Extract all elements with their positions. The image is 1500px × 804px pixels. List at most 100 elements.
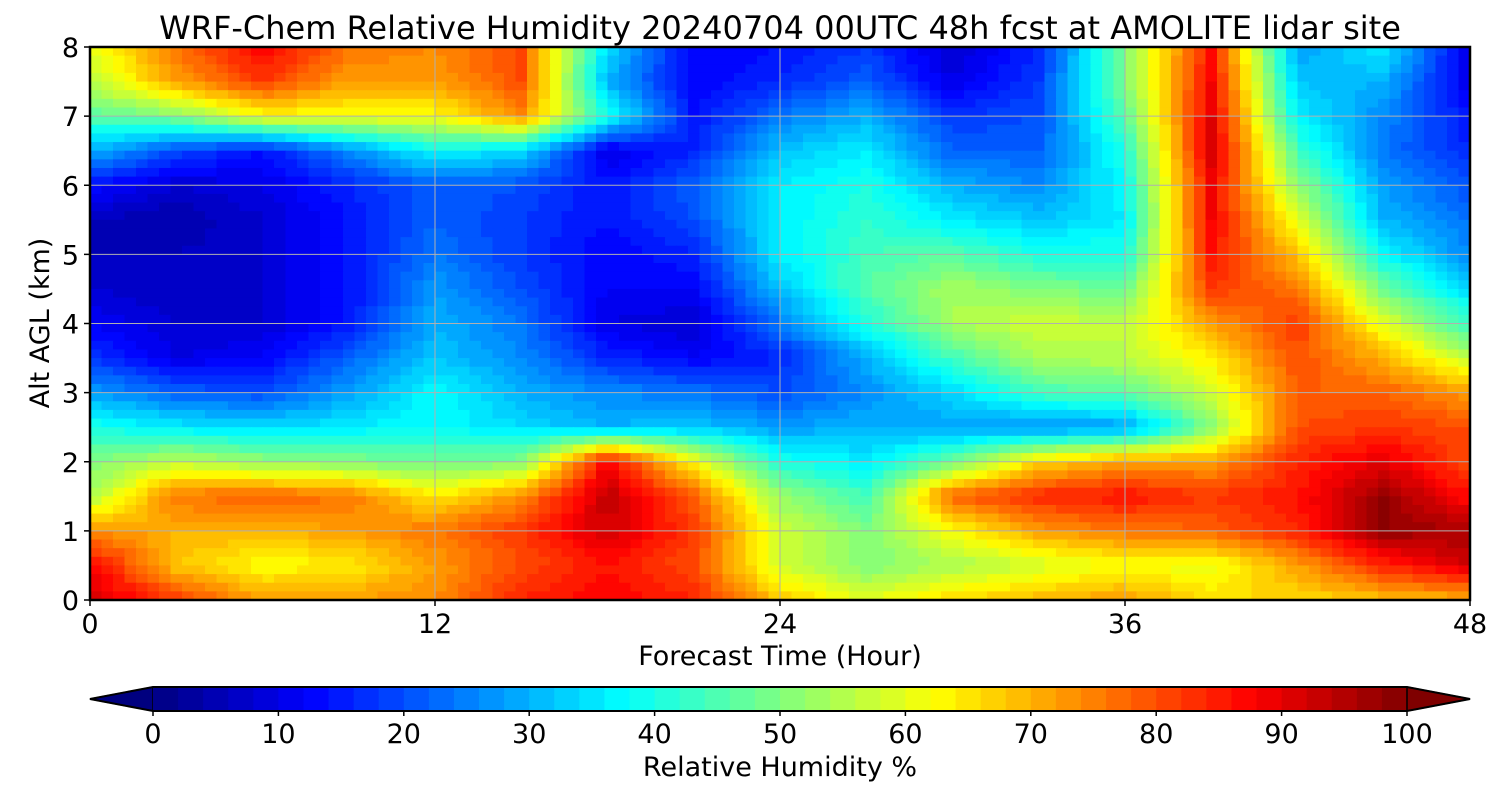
heatmap-cell (1217, 185, 1230, 195)
heatmap-cell (1297, 332, 1310, 342)
heatmap-cell (745, 202, 758, 212)
heatmap-cell (435, 116, 448, 126)
heatmap-cell (688, 314, 701, 325)
heatmap-cell (90, 401, 103, 411)
heatmap-cell (1435, 332, 1448, 342)
heatmap-cell (1458, 72, 1471, 83)
heatmap-cell (1228, 314, 1241, 325)
heatmap-cell (1435, 202, 1448, 212)
heatmap-cell (906, 116, 919, 126)
heatmap-cell (1021, 176, 1034, 186)
heatmap-cell (826, 392, 839, 402)
heatmap-cell (699, 193, 712, 204)
heatmap-cell (642, 64, 655, 74)
heatmap-cell (1435, 254, 1448, 264)
heatmap-cell (1320, 159, 1333, 169)
heatmap-cell (1366, 64, 1379, 74)
heatmap-cell (952, 142, 965, 152)
heatmap-cell (1079, 159, 1092, 169)
heatmap-cell (883, 124, 896, 135)
heatmap-cell (446, 124, 459, 135)
heatmap-cell (814, 211, 827, 221)
heatmap-cell (400, 288, 413, 299)
heatmap-cell (745, 383, 758, 394)
heatmap-cell (849, 167, 862, 178)
heatmap-cell (515, 142, 528, 152)
heatmap-cell (791, 254, 804, 264)
heatmap-cell (354, 383, 367, 394)
heatmap-cell (745, 306, 758, 316)
heatmap-cell (1056, 228, 1069, 238)
heatmap-cell (400, 263, 413, 273)
heatmap-cell (1136, 116, 1149, 126)
heatmap-cell (297, 280, 310, 290)
heatmap-cell (1458, 211, 1471, 221)
heatmap-cell (722, 90, 735, 100)
heatmap-cell (745, 176, 758, 186)
heatmap-cell (274, 47, 287, 57)
heatmap-cell (872, 375, 885, 385)
heatmap-cell (1067, 237, 1080, 247)
heatmap-cell (665, 323, 678, 333)
heatmap-cell (573, 366, 586, 376)
heatmap-cell (1435, 392, 1448, 402)
heatmap-cell (308, 263, 321, 273)
heatmap-cell (883, 383, 896, 394)
heatmap-cell (550, 358, 563, 368)
heatmap-cell (239, 81, 252, 91)
heatmap-cell (1125, 72, 1138, 83)
heatmap-cell (1412, 254, 1425, 264)
heatmap-cell (1401, 202, 1414, 212)
heatmap-cell (998, 392, 1011, 402)
heatmap-cell (515, 81, 528, 91)
heatmap-cell (906, 64, 919, 74)
heatmap-cell (619, 254, 632, 264)
heatmap-cell (458, 366, 471, 376)
heatmap-cell (1067, 314, 1080, 325)
heatmap-cell (550, 332, 563, 342)
heatmap-cell (1125, 193, 1138, 204)
heatmap-cell (1194, 124, 1207, 135)
heatmap-cell (1182, 81, 1195, 91)
heatmap-cell (1297, 185, 1310, 195)
heatmap-cell (780, 288, 793, 299)
heatmap-cell (676, 314, 689, 325)
heatmap-cell (492, 72, 505, 83)
heatmap-cell (688, 55, 701, 65)
heatmap-cell (826, 142, 839, 152)
heatmap-cell (711, 383, 724, 394)
heatmap-cell (170, 245, 183, 255)
heatmap-cell (1079, 271, 1092, 281)
heatmap-cell (527, 185, 540, 195)
heatmap-cell (630, 271, 643, 281)
heatmap-cell (1194, 383, 1207, 394)
heatmap-cell (630, 366, 643, 376)
heatmap-cell (1171, 280, 1184, 290)
heatmap-cell (734, 323, 747, 333)
heatmap-cell (872, 358, 885, 368)
heatmap-cell (952, 98, 965, 109)
heatmap-cell (228, 116, 241, 126)
heatmap-cell (849, 349, 862, 359)
heatmap-cell (849, 150, 862, 160)
heatmap-cell (205, 314, 218, 325)
heatmap-cell (1274, 124, 1287, 135)
heatmap-cell (285, 254, 298, 264)
heatmap-cell (1136, 107, 1149, 117)
heatmap-cell (768, 392, 781, 402)
heatmap-cell (458, 280, 471, 290)
heatmap-cell (791, 245, 804, 255)
heatmap-cell (1205, 72, 1218, 83)
heatmap-cell (1378, 90, 1391, 100)
heatmap-cell (297, 263, 310, 273)
heatmap-cell (492, 237, 505, 247)
heatmap-cell (527, 228, 540, 238)
heatmap-cell (780, 366, 793, 376)
heatmap-cell (826, 159, 839, 169)
heatmap-cell (1102, 383, 1115, 394)
heatmap-cell (481, 176, 494, 186)
heatmap-cell (216, 133, 229, 143)
heatmap-cell (929, 323, 942, 333)
heatmap-cell (1378, 159, 1391, 169)
heatmap-cell (308, 237, 321, 247)
